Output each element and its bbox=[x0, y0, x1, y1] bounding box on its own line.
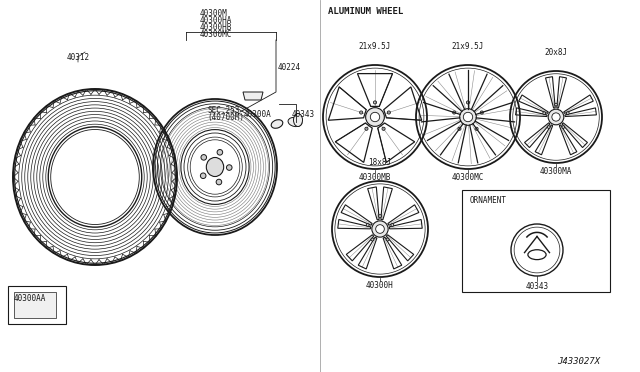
Text: 40300MC: 40300MC bbox=[452, 173, 484, 182]
Circle shape bbox=[200, 173, 206, 179]
Circle shape bbox=[552, 113, 560, 121]
Circle shape bbox=[366, 224, 369, 227]
Circle shape bbox=[217, 150, 223, 155]
Text: 40343: 40343 bbox=[292, 110, 315, 119]
Text: ORNAMENT: ORNAMENT bbox=[470, 196, 507, 205]
Circle shape bbox=[547, 126, 550, 128]
Text: 40300AA: 40300AA bbox=[14, 294, 46, 303]
Circle shape bbox=[480, 111, 483, 114]
Bar bbox=[14, 292, 56, 318]
Text: 40300MC: 40300MC bbox=[200, 30, 232, 39]
Circle shape bbox=[373, 101, 376, 104]
Circle shape bbox=[562, 126, 564, 128]
Circle shape bbox=[365, 108, 385, 126]
Text: 40300HB: 40300HB bbox=[200, 23, 232, 32]
Circle shape bbox=[227, 165, 232, 170]
Text: 20x8J: 20x8J bbox=[545, 48, 568, 57]
Ellipse shape bbox=[271, 120, 283, 128]
Circle shape bbox=[543, 112, 545, 115]
Bar bbox=[8, 286, 66, 324]
Ellipse shape bbox=[206, 157, 224, 177]
Text: 40343: 40343 bbox=[525, 282, 548, 291]
Circle shape bbox=[467, 101, 470, 104]
Circle shape bbox=[566, 112, 569, 115]
Text: 40300MB: 40300MB bbox=[359, 173, 391, 182]
Circle shape bbox=[382, 127, 385, 130]
Text: SEC.253: SEC.253 bbox=[207, 106, 239, 115]
Circle shape bbox=[376, 225, 384, 233]
Circle shape bbox=[378, 215, 381, 218]
Circle shape bbox=[458, 127, 461, 130]
Text: (40700M): (40700M) bbox=[207, 113, 244, 122]
Circle shape bbox=[391, 224, 394, 227]
Circle shape bbox=[555, 103, 557, 106]
Circle shape bbox=[460, 109, 476, 125]
Circle shape bbox=[548, 109, 564, 125]
Circle shape bbox=[387, 111, 390, 114]
Text: 40300M: 40300M bbox=[200, 9, 228, 18]
Ellipse shape bbox=[294, 113, 303, 126]
Bar bbox=[462, 190, 610, 292]
Text: J433027X: J433027X bbox=[557, 357, 600, 366]
Text: 40312: 40312 bbox=[67, 53, 90, 62]
Text: 40224: 40224 bbox=[278, 63, 301, 72]
Circle shape bbox=[452, 111, 456, 114]
Text: 40300HA: 40300HA bbox=[200, 16, 232, 25]
Circle shape bbox=[371, 238, 374, 241]
Polygon shape bbox=[243, 92, 263, 100]
Circle shape bbox=[360, 111, 363, 114]
Text: 40300MA: 40300MA bbox=[540, 167, 572, 176]
Circle shape bbox=[372, 221, 388, 237]
Circle shape bbox=[371, 112, 380, 122]
Text: 40300H: 40300H bbox=[366, 281, 394, 290]
Circle shape bbox=[386, 238, 389, 241]
Text: 21x9.5J: 21x9.5J bbox=[452, 42, 484, 51]
Circle shape bbox=[216, 179, 221, 185]
Text: 21x9.5J: 21x9.5J bbox=[359, 42, 391, 51]
Circle shape bbox=[201, 155, 207, 160]
Circle shape bbox=[475, 127, 478, 130]
Text: 40300A: 40300A bbox=[244, 110, 272, 119]
Circle shape bbox=[365, 127, 368, 130]
Text: 18x8J: 18x8J bbox=[369, 158, 392, 167]
Circle shape bbox=[463, 112, 473, 122]
Ellipse shape bbox=[288, 118, 302, 126]
Text: ALUMINUM WHEEL: ALUMINUM WHEEL bbox=[328, 7, 403, 16]
